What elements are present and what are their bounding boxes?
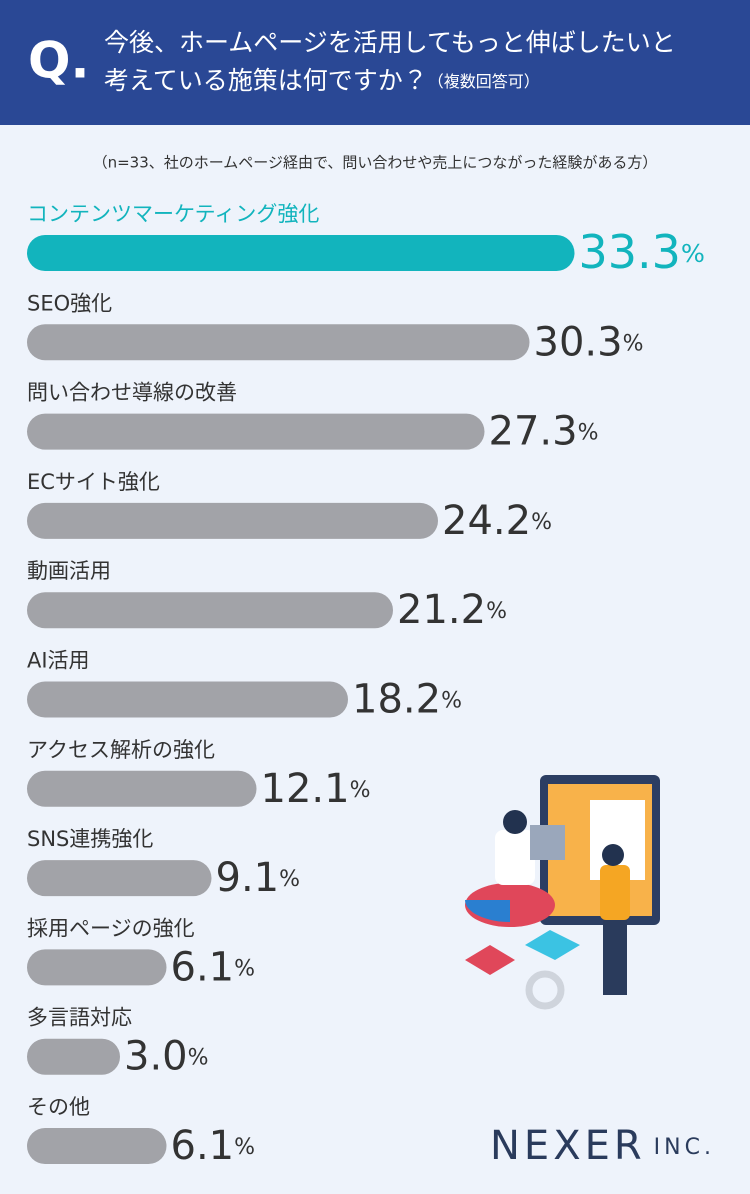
category-label: アクセス解析の強化 — [27, 738, 215, 762]
head — [602, 844, 624, 866]
category-label: 採用ページの強化 — [27, 916, 195, 940]
value-number: 21.2 — [397, 587, 486, 633]
bar — [27, 592, 393, 629]
value-unit: % — [578, 421, 599, 446]
bar — [27, 235, 575, 271]
value-number: 30.3 — [534, 319, 623, 365]
q-mark: Q. — [28, 32, 90, 90]
category-label: AI活用 — [27, 649, 90, 673]
category-label: SNS連携強化 — [27, 827, 153, 851]
bar — [27, 1038, 120, 1075]
person-seated — [495, 830, 535, 885]
check-icon — [525, 930, 580, 960]
value-label: 6.1% — [171, 944, 256, 990]
value-number: 6.1 — [171, 1123, 235, 1169]
value-label: 33.3% — [579, 225, 705, 279]
value-unit: % — [486, 599, 507, 624]
title-line-text: 考えている施策は何ですか？ — [104, 66, 428, 95]
value-number: 24.2 — [442, 498, 531, 544]
value-number: 12.1 — [261, 766, 350, 812]
person-standing — [600, 865, 630, 920]
value-number: 18.2 — [352, 677, 441, 723]
legs — [603, 920, 627, 995]
category-label: 問い合わせ導線の改善 — [27, 381, 237, 405]
head — [503, 810, 527, 834]
value-number: 27.3 — [489, 409, 578, 455]
value-unit: % — [234, 1135, 255, 1160]
illustration — [465, 775, 660, 1010]
value-unit: % — [234, 956, 255, 981]
category-label: 動画活用 — [27, 559, 111, 583]
bar — [27, 1128, 167, 1164]
bar — [27, 681, 348, 718]
logo-suffix: INC. — [654, 1135, 715, 1160]
value-label: 3.0% — [124, 1034, 209, 1080]
value-unit: % — [441, 689, 462, 714]
value-unit: % — [681, 239, 705, 268]
logo: NEXER INC. — [490, 1123, 715, 1169]
value-label: 27.3% — [489, 409, 599, 455]
value-unit: % — [188, 1046, 209, 1071]
pie-slice — [465, 900, 510, 922]
bar — [27, 324, 530, 361]
value-label: 6.1% — [171, 1123, 256, 1169]
title-line: 考えている施策は何ですか？（複数回答可） — [104, 66, 540, 95]
category-label: 多言語対応 — [27, 1006, 132, 1030]
bar — [27, 860, 212, 897]
play-icon — [465, 945, 515, 975]
subtitle: （n=33、社のホームページ経由で、問い合わせや売上につながった経験がある方） — [93, 154, 658, 172]
title-line: 今後、ホームページを活用してもっと伸ばしたいと — [104, 28, 676, 57]
value-number: 3.0 — [124, 1034, 188, 1080]
bar — [27, 949, 167, 986]
value-number: 33.3 — [579, 225, 681, 279]
bar — [27, 770, 257, 807]
value-number: 6.1 — [171, 944, 235, 990]
category-label: SEO強化 — [27, 291, 112, 315]
gear-icon — [525, 970, 565, 1010]
value-label: 24.2% — [442, 498, 552, 544]
bar — [27, 502, 438, 539]
value-unit: % — [623, 331, 644, 356]
category-label: その他 — [27, 1095, 90, 1119]
category-label: ECサイト強化 — [27, 470, 160, 494]
category-label: コンテンツマーケティング強化 — [27, 202, 319, 226]
value-label: 9.1% — [216, 855, 301, 901]
value-unit: % — [531, 510, 552, 535]
value-label: 21.2% — [397, 587, 507, 633]
value-unit: % — [350, 778, 371, 803]
logo-text: NEXER — [490, 1123, 646, 1169]
laptop — [530, 825, 565, 860]
value-number: 9.1 — [216, 855, 280, 901]
value-label: 30.3% — [534, 319, 644, 365]
title-note: （複数回答可） — [428, 72, 540, 91]
value-label: 12.1% — [261, 766, 371, 812]
value-label: 18.2% — [352, 677, 462, 723]
bar — [27, 413, 485, 450]
header-band — [0, 0, 750, 125]
value-unit: % — [279, 867, 300, 892]
